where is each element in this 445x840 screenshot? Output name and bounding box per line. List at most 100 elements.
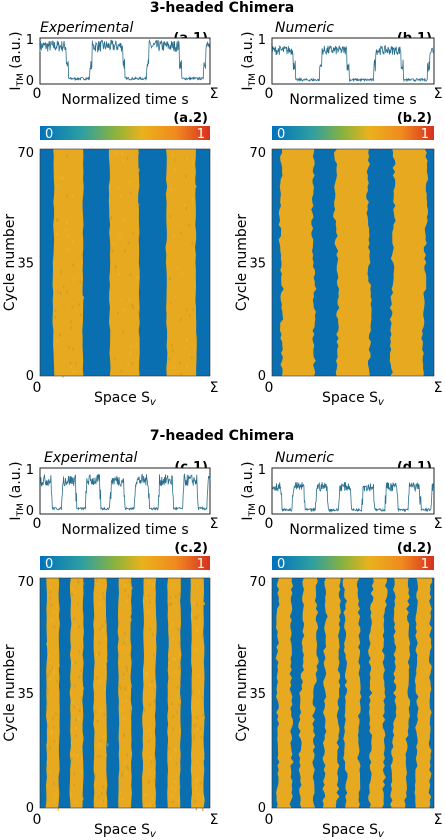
map-(c.2)-speckle [170, 602, 172, 606]
panel-tag-(d.2): (d.2) [397, 541, 432, 556]
map-(c.2)-speckle [104, 620, 107, 624]
map-(c.2)-speckle [70, 741, 73, 745]
map-(c.2)-speckle [55, 712, 57, 716]
map-(c.2)-speckle [50, 730, 52, 734]
map-(c.2)-speckle [81, 696, 83, 700]
map-(c.2)-speckle [125, 665, 128, 669]
map-(c.2)-speckle [201, 634, 204, 637]
map-(a.2)-speckle [174, 158, 177, 162]
map-(c.2)-speckle [55, 793, 57, 797]
trace-xtick-0: 0 [265, 86, 274, 102]
map-(a.2)-head-3 [165, 149, 197, 376]
map-(c.2)-frame [39, 577, 211, 809]
map-(c.2)-speckle [106, 659, 108, 663]
map-(c.2)-speckle [195, 718, 197, 722]
map-(c.2)-speckle [171, 622, 174, 626]
map-(a.2)-speckle [66, 154, 68, 158]
map-(b.2)-frame [271, 148, 435, 377]
trace-(a.1)-ytick-0: 0 [26, 74, 34, 89]
map-(c.2)-speckle [169, 595, 171, 599]
map-(c.2)-speckle [105, 753, 107, 757]
map-(c.2)-speckle [121, 774, 123, 778]
colorbar-max-label: 1 [197, 127, 205, 142]
map-xtick-end: Σ [210, 380, 219, 396]
map-(c.2)-speckle [120, 687, 122, 691]
map-(c.2)-speckle [94, 710, 97, 714]
map-(c.2)-speckle [96, 578, 98, 582]
map-(a.2)-speckle [173, 294, 176, 298]
map-(a.2)-speckle [177, 266, 179, 270]
map-(a.2)-speckle [68, 345, 70, 349]
map-(c.2)-head-4 [117, 578, 133, 808]
map-(c.2)-speckle [169, 602, 172, 606]
map-(c.2)-speckle [122, 797, 124, 801]
colorbar-min-label: 0 [277, 557, 285, 572]
map-(a.2)-speckle [192, 308, 195, 312]
map-(a.2)-speckle [194, 185, 197, 189]
map-(a.2)-speckle [195, 335, 197, 339]
map-(a.2)-speckle [66, 290, 68, 294]
colorbar-min-label: 0 [277, 127, 285, 142]
map-(a.2)-speckle [66, 247, 69, 251]
map-(a.2)-speckle [54, 315, 56, 319]
map-(c.2)-speckle [146, 610, 149, 614]
map-(c.2)-speckle [99, 602, 102, 606]
map-(c.2)-speckle [96, 719, 99, 723]
map-(c.2)-speckle [71, 593, 73, 597]
map-(c.2)-speckle [80, 668, 82, 672]
map-(a.2)-ytick-0: 0 [26, 369, 34, 384]
trace-xlabel: Normalized time s [289, 522, 416, 538]
map-(c.2)-speckle [73, 705, 76, 709]
map-(c.2)-speckle [121, 579, 123, 583]
map-(c.2)-speckle [175, 594, 177, 598]
colorbar-max-label: 1 [197, 557, 205, 572]
map-(c.2)-speckle [123, 645, 126, 649]
map-(c.2)-speckle [50, 603, 53, 607]
map-(c.2)-speckle [103, 687, 106, 691]
map-(a.2)-speckle [120, 297, 123, 301]
trace-(b.1)-axes [271, 37, 435, 85]
map-(a.2)-speckle [128, 297, 131, 301]
map-(c.2)-speckle [95, 653, 98, 657]
map-(c.2)-speckle [179, 697, 181, 701]
map-(d.2)-frame [271, 577, 435, 809]
map-(c.2)-speckle [47, 719, 49, 723]
map-(c.2)-speckle [197, 614, 199, 618]
trace-(a.1)-series-line [39, 39, 211, 82]
map-(a.2)-speckle [72, 263, 74, 267]
map-(c.2)-speckle [46, 744, 48, 748]
map-(c.2)-speckle [145, 803, 147, 807]
map-xtick-0: 0 [33, 812, 42, 828]
map-(c.2)-speckle [94, 637, 97, 641]
map-(a.2)-speckle [191, 242, 194, 246]
map-(d.2)-head-3 [322, 578, 341, 808]
map-(c.2)-speckle [169, 625, 171, 629]
heading-c: Experimental [44, 450, 137, 466]
map-(d.2)-head-7 [414, 578, 433, 808]
map-(c.2)-speckle [102, 629, 105, 633]
map-(c.2)-speckle [94, 773, 97, 777]
map-(a.2)-ytick-35: 35 [17, 257, 34, 272]
map-(a.2)-speckle [59, 175, 62, 179]
map-xlabel: Space Sv [94, 390, 157, 408]
map-(a.2)-speckle [82, 296, 84, 300]
map-(c.2)-speckle [148, 728, 151, 732]
map-(c.2)-speckle [199, 782, 202, 785]
map-xtick-0: 0 [265, 380, 274, 396]
map-xlabel: Space Sv [94, 822, 157, 840]
map-(c.2)-speckle [98, 653, 100, 656]
map-(a.2)-speckle [116, 150, 118, 154]
map-(c.2)-speckle [201, 695, 203, 699]
map-(c.2)-speckle [191, 582, 194, 586]
map-(c.2)-speckle [49, 770, 51, 774]
trace-xlabel: Normalized time s [61, 522, 188, 538]
map-(c.2)-speckle [196, 584, 199, 588]
map-(c.2)-speckle [70, 793, 72, 797]
colorbar-max-label: 1 [421, 557, 429, 572]
map-(a.2)-head-2 [108, 149, 140, 376]
map-(a.2)-speckle [179, 361, 181, 365]
trace-xtick-end: Σ [210, 516, 219, 532]
map-(c.2)-speckle [177, 627, 180, 631]
